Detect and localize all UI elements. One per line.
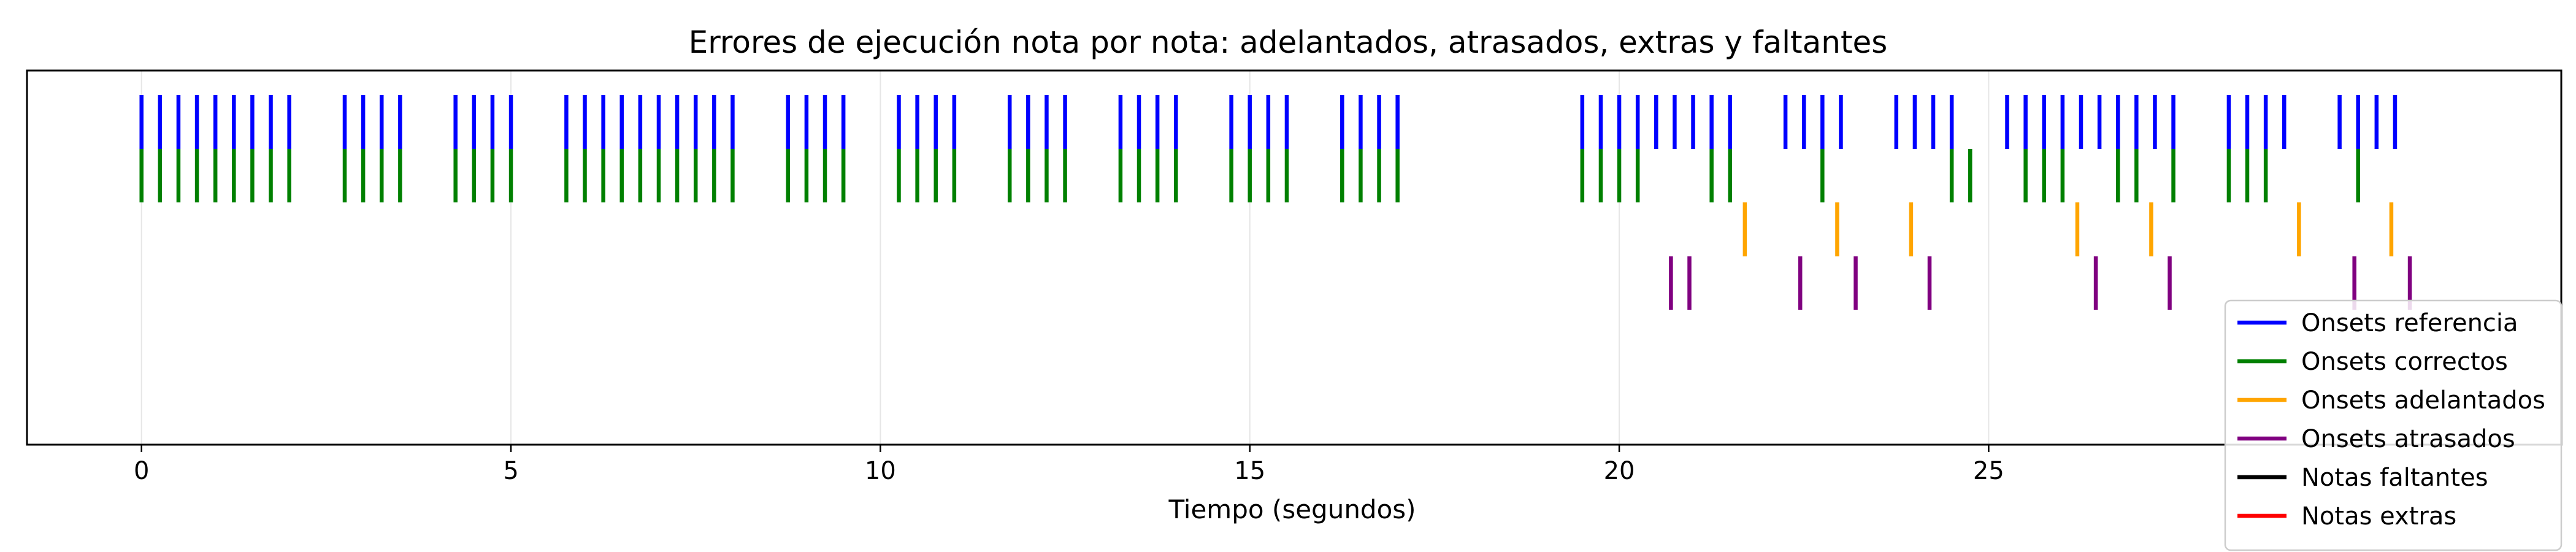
- plot-frame: [26, 69, 2563, 446]
- x-tick-label: 20: [1604, 457, 1635, 485]
- series-2: [139, 149, 2360, 202]
- legend-entry: Onsets referencia: [2301, 309, 2518, 337]
- legend-entry: Notas faltantes: [2301, 464, 2488, 492]
- legend-entry: Onsets adelantados: [2301, 386, 2545, 415]
- legend-entry: Onsets atrasados: [2301, 425, 2515, 453]
- x-tick-label: 25: [1973, 457, 2004, 485]
- x-axis-ticks: 0 5 10 15 20 25: [134, 445, 2004, 485]
- event-marks: [139, 95, 2412, 310]
- chart-title: Errores de ejecución nota por nota: adel…: [689, 25, 1888, 60]
- series-3: [1742, 202, 2394, 256]
- x-tick-label: 10: [865, 457, 896, 485]
- x-tick-label: 5: [503, 457, 518, 485]
- legend-box: [2224, 299, 2563, 551]
- legend-entry: Notas extras: [2301, 502, 2456, 531]
- x-tick-label: 0: [134, 457, 149, 485]
- legend: Onsets referencia Onsets correctos Onsets …: [2224, 299, 2563, 551]
- x-axis-label: Tiempo (segundos): [1168, 494, 1416, 524]
- legend-entry: Onsets correctos: [2301, 348, 2508, 376]
- series-1: [139, 95, 2398, 149]
- x-tick-label: 15: [1234, 457, 1265, 485]
